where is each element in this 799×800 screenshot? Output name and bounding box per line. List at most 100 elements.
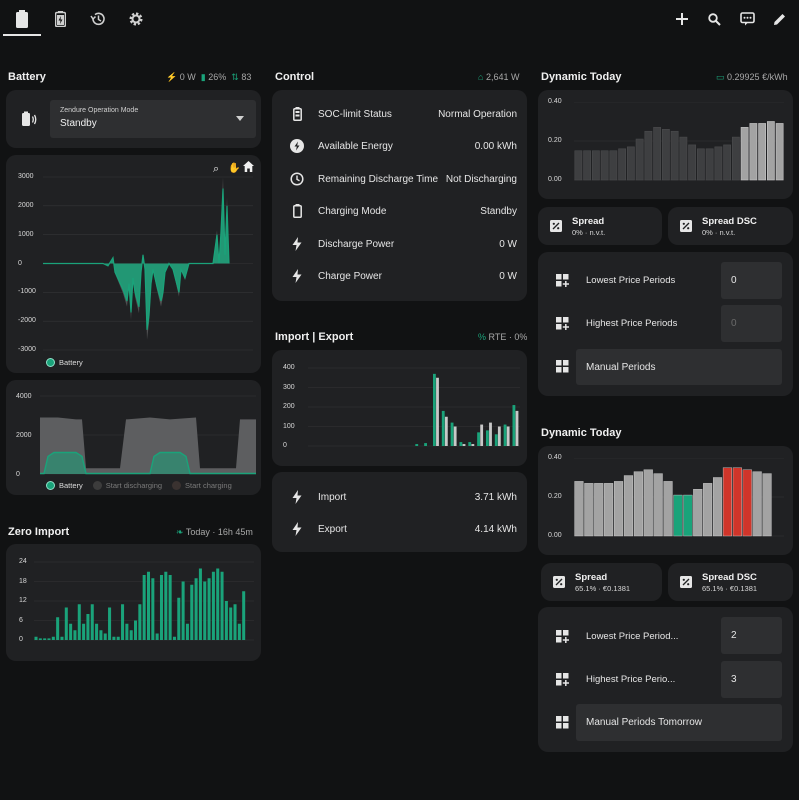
zero-import-bar: [220, 571, 224, 640]
battery-count-badge: 83: [241, 72, 252, 82]
price-bar: [594, 483, 604, 537]
import-bar: [441, 410, 445, 446]
tab-history[interactable]: [79, 6, 117, 32]
zero-import-bar: [121, 604, 125, 640]
today-periods-card: Lowest Price Periods 0 Highest Price Per…: [538, 252, 793, 396]
zoom-icon[interactable]: ⌕: [213, 163, 220, 175]
spread-dsc-tomorrow-value: 65.1% · €0.1381: [702, 583, 758, 593]
export-row[interactable]: Export 4.14 kWh: [288, 519, 517, 539]
battery-sound-icon: [21, 110, 39, 128]
battery-power-chart-card: ⌕ ✋ 3000 2000 1000 0 -1000 -2000 -3000 Battery: [6, 155, 261, 373]
axis-tick-label: 0.20: [548, 493, 562, 500]
battery-power-badge: 0 W: [179, 72, 196, 82]
axis-tick-label: 0.40: [548, 98, 562, 105]
grid-plus-icon: [556, 630, 569, 643]
pan-hand-icon[interactable]: ✋: [228, 163, 241, 174]
cash-icon: ▭: [716, 72, 725, 82]
price-bar: [600, 150, 609, 181]
zero-import-bar: [198, 568, 202, 640]
battery-section-title: Battery: [8, 71, 46, 83]
price-bar: [653, 127, 662, 181]
zero-import-bar: [112, 636, 116, 640]
home-icon[interactable]: [243, 161, 254, 172]
assist-button[interactable]: [736, 8, 758, 30]
import-export-chart-card: 400 300 200 100 0: [272, 350, 527, 466]
lowest-periods-input[interactable]: 0: [721, 262, 782, 299]
zero-import-bar: [146, 571, 151, 640]
add-button[interactable]: [671, 8, 693, 30]
battery-badges: ⚡ 0 W ▮ 26% ⇅ 83: [166, 72, 251, 83]
import-row[interactable]: Import 3.71 kWh: [288, 487, 517, 507]
price-bar: [722, 467, 733, 537]
import-bar: [512, 405, 516, 446]
leaf-icon: ❧: [176, 527, 184, 537]
control-row-discharge-power[interactable]: Discharge Power 0 W: [288, 234, 517, 254]
tomorrow-periods-card: Lowest Price Period... 2 Highest Price P…: [538, 607, 793, 752]
axis-tick-label: 0.00: [548, 532, 562, 539]
operation-mode-select[interactable]: Zendure Operation Mode Standby: [50, 100, 256, 138]
zero-import-bar: [116, 636, 120, 640]
control-label: Available Energy: [318, 140, 393, 152]
axis-tick-label: 0.40: [548, 454, 562, 461]
axis-tick-label: 400: [283, 364, 295, 371]
operation-mode-value: Standby: [60, 118, 97, 129]
manual-periods-tomorrow-button[interactable]: Manual Periods Tomorrow: [576, 704, 782, 741]
control-row-soc[interactable]: SOC-limit Status Normal Operation: [288, 104, 517, 124]
highest-periods-input[interactable]: 0: [721, 305, 782, 342]
spread-value: 0% · n.v.t.: [572, 227, 606, 237]
chevron-down-icon: [236, 116, 244, 121]
spread-tomorrow-card[interactable]: Spread 65.1% · €0.1381: [541, 563, 662, 601]
control-value: 0 W: [499, 238, 517, 250]
control-row-charging-mode[interactable]: Charging Mode Standby: [288, 201, 517, 221]
zero-import-bar: [229, 607, 233, 640]
zero-import-bar: [224, 601, 228, 640]
control-title: Control: [275, 71, 315, 83]
zero-import-bar: [151, 578, 155, 640]
spread-card[interactable]: Spread 0% · n.v.t.: [538, 207, 662, 245]
search-button[interactable]: [703, 8, 725, 30]
battery-energy-chart-card: 4000 2000 0 Battery Start discharging Star…: [6, 380, 261, 495]
export-bar: [444, 416, 448, 446]
spread-dsc-card[interactable]: Spread DSC 0% · n.v.t.: [668, 207, 793, 245]
highest-periods-tomorrow-input[interactable]: 3: [721, 661, 782, 698]
rte-badge-wrap: % RTE · 0%: [478, 332, 527, 342]
battery-power-chart: [43, 176, 253, 351]
legend-discharging-swatch: [92, 481, 102, 490]
lightning-icon: [288, 235, 306, 253]
export-bar: [489, 422, 492, 446]
export-bar: [480, 424, 484, 446]
zero-import-bar: [159, 575, 163, 640]
control-value: Not Discharging: [445, 173, 517, 185]
edit-button[interactable]: [768, 8, 790, 30]
control-row-remaining[interactable]: Remaining Discharge Time Not Discharging: [288, 169, 517, 189]
control-label: SOC-limit Status: [318, 108, 392, 120]
zero-import-bar: [77, 604, 81, 640]
battery-chart-legend: Battery: [46, 358, 83, 367]
zero-import-bar: [138, 604, 142, 640]
tab-battery-charging[interactable]: [41, 6, 79, 32]
assist-icon: [739, 12, 755, 26]
dynamic-today-title: Dynamic Today: [541, 71, 622, 83]
manual-periods-button[interactable]: Manual Periods: [576, 349, 782, 385]
price-bar: [623, 475, 633, 537]
spread-dsc-tomorrow-card[interactable]: Spread DSC 65.1% · €0.1381: [668, 563, 793, 601]
control-row-charge-power[interactable]: Charge Power 0 W: [288, 266, 517, 286]
price-bar: [644, 130, 653, 181]
axis-tick-label: 0: [283, 442, 287, 449]
control-row-energy[interactable]: Available Energy 0.00 kWh: [288, 136, 517, 156]
control-value: 0.00 kWh: [474, 140, 517, 152]
control-label: Charge Power: [318, 270, 382, 282]
axis-tick-label: 2000: [18, 201, 34, 209]
axis-tick-label: -2000: [18, 317, 36, 325]
axis-tick-label: 0.00: [548, 176, 562, 183]
battery-energy-line: [40, 451, 256, 475]
lowest-periods-tomorrow-input[interactable]: 2: [721, 617, 782, 654]
import-bar: [424, 443, 427, 446]
tab-battery[interactable]: [3, 6, 41, 36]
zero-import-bar: [47, 638, 51, 640]
zero-import-badge-wrap: ❧ Today · 16h 45m: [176, 527, 253, 538]
tab-settings[interactable]: [117, 6, 155, 32]
legend-battery-swatch: [46, 358, 55, 367]
price-bar: [723, 144, 732, 181]
zero-import-bar: [207, 578, 211, 640]
